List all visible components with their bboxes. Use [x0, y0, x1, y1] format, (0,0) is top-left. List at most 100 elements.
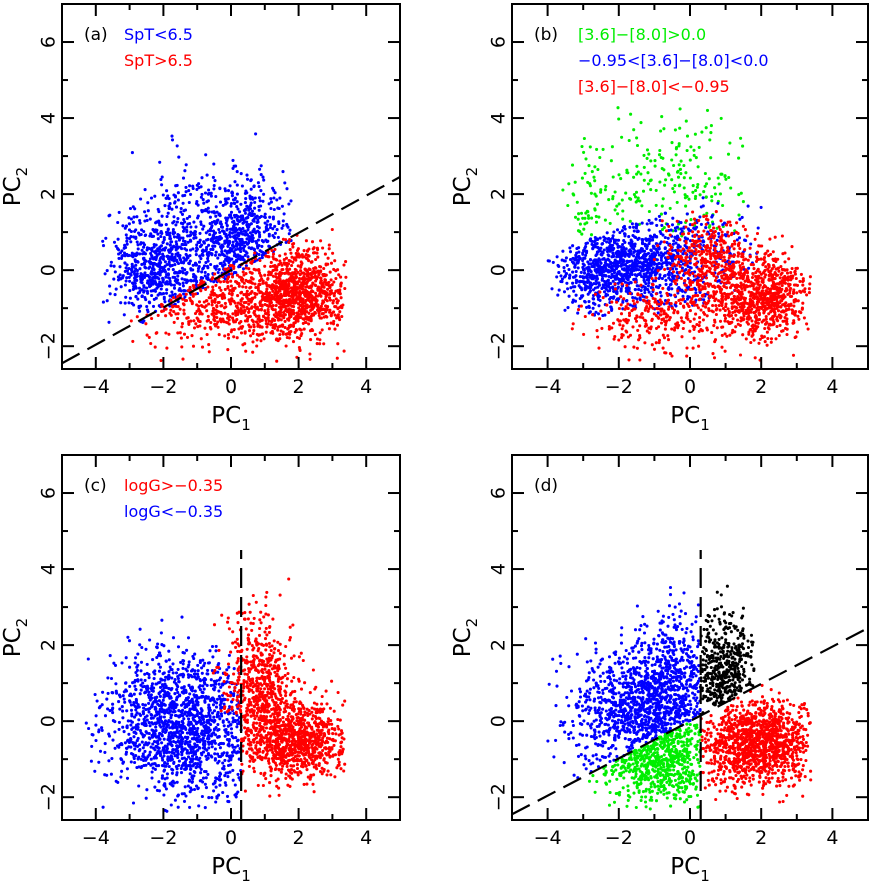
data-point — [266, 304, 270, 308]
data-point — [182, 288, 186, 293]
data-point — [189, 225, 193, 229]
data-point — [259, 339, 263, 343]
data-point — [187, 261, 191, 265]
data-point — [580, 144, 584, 149]
data-point — [620, 229, 624, 233]
data-point — [586, 278, 590, 282]
data-point — [227, 291, 231, 296]
data-point — [289, 329, 293, 334]
data-point — [316, 288, 320, 292]
data-point — [343, 286, 347, 291]
data-point — [235, 170, 239, 174]
data-point — [195, 280, 199, 284]
data-point — [213, 300, 217, 304]
data-point — [147, 335, 151, 339]
data-point — [342, 263, 346, 267]
data-point — [772, 320, 776, 324]
data-point — [677, 184, 681, 188]
data-point — [133, 253, 137, 257]
data-point — [656, 311, 660, 315]
data-point — [108, 284, 112, 288]
data-point — [112, 240, 117, 244]
data-point — [318, 342, 322, 346]
data-point — [152, 250, 157, 254]
data-point — [145, 273, 149, 278]
data-point — [307, 267, 311, 271]
data-point — [258, 279, 262, 283]
data-point — [167, 260, 171, 264]
data-point — [241, 214, 245, 218]
data-point — [623, 280, 627, 284]
series-2 — [129, 227, 348, 363]
data-point — [717, 263, 721, 267]
data-point — [272, 284, 276, 288]
data-point — [166, 254, 170, 258]
data-point — [232, 235, 236, 239]
data-point — [167, 332, 171, 336]
data-point — [308, 293, 312, 297]
data-point — [699, 205, 703, 209]
data-point — [786, 282, 790, 286]
data-point — [342, 349, 346, 353]
data-point — [266, 250, 270, 254]
data-point — [182, 218, 186, 222]
data-point — [164, 291, 169, 295]
data-point — [636, 259, 640, 263]
data-point — [159, 358, 163, 363]
data-point — [276, 206, 280, 210]
data-point — [181, 297, 185, 301]
data-point — [654, 188, 658, 192]
data-point — [267, 202, 271, 206]
data-point — [275, 198, 279, 202]
data-point — [163, 204, 167, 208]
data-point — [637, 236, 641, 240]
data-point — [299, 260, 303, 264]
data-point — [626, 278, 630, 282]
data-point — [286, 303, 290, 308]
data-point — [627, 249, 631, 253]
data-point — [339, 296, 343, 300]
data-point — [700, 256, 704, 260]
data-point — [178, 307, 182, 311]
data-point — [250, 276, 254, 280]
data-point — [210, 210, 214, 214]
data-point — [643, 288, 647, 292]
data-point — [605, 231, 609, 235]
data-point — [206, 318, 211, 322]
data-point — [666, 255, 670, 260]
data-point — [576, 266, 580, 270]
data-point — [332, 267, 336, 271]
data-point — [218, 237, 222, 241]
data-point — [720, 247, 724, 251]
data-point — [140, 275, 144, 279]
data-point — [260, 253, 264, 257]
data-point — [276, 316, 280, 320]
data-point — [142, 284, 146, 288]
data-point — [608, 221, 612, 225]
data-point — [127, 275, 131, 279]
data-point — [269, 323, 273, 327]
data-point — [187, 200, 191, 205]
data-point — [155, 253, 159, 257]
data-point — [660, 276, 664, 281]
data-point — [278, 332, 282, 337]
data-point — [278, 259, 282, 263]
data-point — [204, 287, 208, 291]
data-point — [253, 200, 257, 204]
data-point — [230, 293, 234, 297]
data-point — [236, 247, 240, 251]
data-point — [179, 210, 183, 214]
data-point — [211, 285, 215, 289]
data-point — [233, 201, 237, 206]
data-point — [241, 343, 245, 347]
data-point — [245, 204, 249, 208]
data-point — [743, 228, 747, 232]
data-point — [184, 163, 188, 167]
data-point — [161, 241, 165, 245]
data-point — [207, 350, 211, 354]
data-point — [297, 336, 302, 340]
data-point — [590, 264, 594, 269]
data-point — [671, 242, 675, 246]
data-point — [336, 313, 340, 317]
data-point — [776, 257, 780, 261]
